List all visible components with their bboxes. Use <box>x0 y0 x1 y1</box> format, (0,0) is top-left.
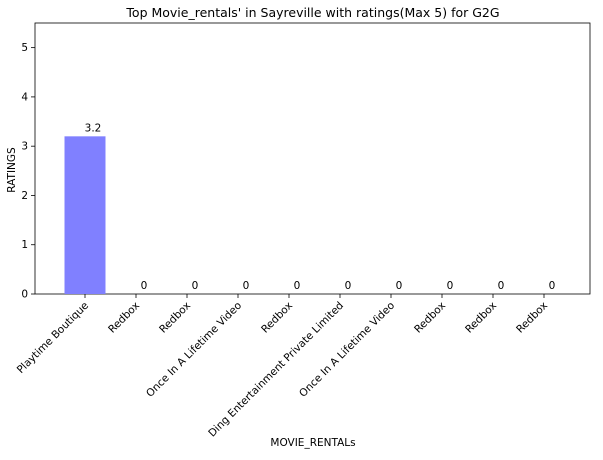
bar <box>64 136 106 294</box>
x-tick-label: Redbox <box>106 300 142 336</box>
x-tick-label: Redbox <box>463 300 499 336</box>
bar-value-label: 0 <box>549 280 556 292</box>
bar-value-label: 0 <box>243 280 250 292</box>
bar-labels-group: 3.2 0 0 0 0 0 0 0 0 0 <box>85 122 556 292</box>
y-tick-label: 5 <box>21 42 28 54</box>
x-tick-label: Redbox <box>259 300 295 336</box>
y-tick-label: 3 <box>21 141 28 153</box>
bar-value-label: 0 <box>447 280 454 292</box>
bar-value-label: 0 <box>294 280 301 292</box>
y-tick-label: 4 <box>21 91 28 103</box>
chart-title: Top Movie_rentals' in Sayreville with ra… <box>125 5 499 20</box>
x-tick-label: Once In A Lifetime Video <box>144 300 244 400</box>
x-tick-label: Once In A Lifetime Video <box>297 300 397 400</box>
bar-value-label: 0 <box>498 280 505 292</box>
x-tick-label: Playtime Boutique <box>15 300 91 376</box>
y-axis: 0 1 2 3 4 5 <box>21 42 35 301</box>
bar-value-label: 3.2 <box>85 122 102 134</box>
plot-area <box>34 22 591 295</box>
y-axis-label: RATINGS <box>6 147 18 193</box>
bars-group <box>64 136 106 294</box>
x-tick-label: Redbox <box>412 300 448 336</box>
plot-frame <box>34 22 591 295</box>
bar-value-label: 0 <box>345 280 352 292</box>
bar-value-label: 0 <box>141 280 148 292</box>
bar-value-label: 0 <box>396 280 403 292</box>
y-tick-label: 2 <box>21 190 28 202</box>
y-tick-label: 0 <box>21 289 28 301</box>
x-axis-label: MOVIE_RENTALs <box>270 437 355 449</box>
bar-value-label: 0 <box>192 280 199 292</box>
y-tick-label: 1 <box>21 239 28 251</box>
x-tick-label: Redbox <box>157 300 193 336</box>
x-tick-label: Redbox <box>514 300 550 336</box>
